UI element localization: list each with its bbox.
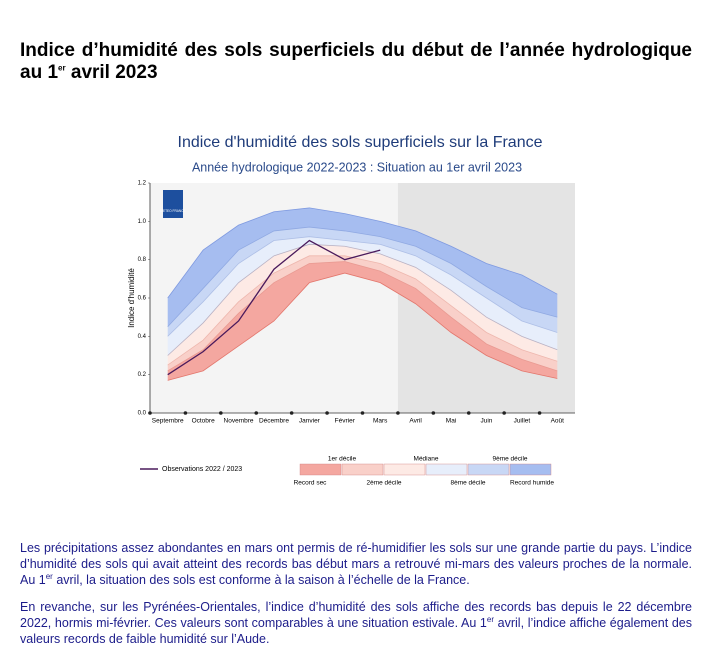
- month-dot: [325, 411, 329, 415]
- para-text: avril, l’indice affiche également des va…: [20, 616, 692, 646]
- x-tick-label: Janvier: [299, 418, 321, 425]
- decile-line: [167, 243, 558, 356]
- month-dot: [360, 411, 365, 415]
- x-tick-label: Mai: [446, 418, 456, 425]
- decile-line: [167, 236, 558, 337]
- band-fill: [167, 261, 558, 381]
- y-tick-label: 1.0: [138, 219, 147, 225]
- para-text: En revanche, sur les Pyrénées-Orientales…: [20, 600, 692, 630]
- x-tick-label: Septembre: [152, 418, 184, 425]
- legend-label: 8ème décile: [450, 480, 485, 487]
- y-tick-label: 0.6: [138, 296, 147, 302]
- paragraph: En revanche, sur les Pyrénées-Orientales…: [20, 599, 692, 647]
- x-tick-label: Février: [335, 418, 356, 425]
- decile-line: [167, 226, 558, 328]
- y-tick-label: 0.2: [138, 372, 147, 378]
- legend-label: 2ème décile: [366, 480, 401, 487]
- legend-label: 9ème décile: [492, 456, 527, 463]
- logo-box: [163, 190, 183, 218]
- decile-line: [167, 255, 558, 366]
- y-tick-label: 0.0: [138, 411, 147, 417]
- band-fill: [167, 255, 558, 371]
- x-tick-label: Octobre: [192, 418, 216, 425]
- legend-label: Observations 2022 / 2023: [162, 466, 242, 473]
- month-dot: [219, 411, 223, 415]
- band-fill: [167, 236, 558, 356]
- decile-line: [167, 207, 558, 299]
- month-dot: [431, 411, 436, 415]
- month-dot: [396, 411, 400, 415]
- legend-swatch: [383, 463, 426, 476]
- x-tick-label: Juin: [480, 418, 492, 425]
- title-text: Indice d’humidité des sols superficiels …: [20, 40, 692, 83]
- decile-line: [167, 261, 558, 372]
- y-tick-label: 0.4: [138, 334, 147, 340]
- y-axis-label: Indice d'humidité: [127, 268, 136, 328]
- month-dot: [148, 411, 152, 415]
- legend-label: Médiane: [414, 456, 439, 463]
- x-tick-label: Mars: [373, 418, 388, 425]
- legend-label: Record humide: [510, 480, 554, 487]
- chart-subtitle: Année hydrologique 2022-2023 : Situation…: [192, 160, 522, 174]
- legend-swatch: [509, 463, 552, 476]
- observation-line: [167, 239, 381, 376]
- month-dot: [502, 411, 506, 415]
- doc-title: Indice d’humidité des sols superficiels …: [20, 40, 692, 84]
- decile-line: [167, 272, 558, 381]
- month-dot: [183, 411, 188, 415]
- legend-swatch: [341, 463, 384, 476]
- para-sup: er: [45, 571, 53, 581]
- para-text: Les précipitations assez abondantes en m…: [20, 541, 692, 587]
- para-sup: er: [486, 614, 495, 624]
- x-tick-label: Août: [551, 418, 565, 425]
- legend-label: 1er décile: [328, 456, 357, 463]
- legend-swatch: [425, 463, 468, 476]
- chart-title: Indice d'humidité des sols superficiels …: [178, 134, 543, 151]
- logo-text: METEO FRANCE: [160, 209, 185, 213]
- x-tick-label: Décembre: [259, 418, 289, 425]
- month-dot: [289, 411, 294, 415]
- x-tick-label: Avril: [409, 418, 422, 425]
- band-fill: [167, 244, 558, 366]
- month-dot: [466, 411, 471, 415]
- para-text: avril, la situation des sols est conform…: [52, 573, 470, 587]
- x-tick-label: Novembre: [224, 418, 254, 425]
- legend-swatch: [299, 463, 342, 476]
- legend-label: Record sec: [294, 480, 328, 487]
- x-tick-label: Juillet: [514, 418, 531, 425]
- title-text: avril 2023: [65, 62, 158, 83]
- month-dot: [254, 411, 259, 415]
- paragraph: Les précipitations assez abondantes en m…: [20, 540, 692, 588]
- legend-swatch: [467, 463, 510, 476]
- chart: Indice d'humidité des sols superficiels …: [127, 134, 575, 487]
- y-tick-label: 1.2: [138, 181, 147, 187]
- y-tick-label: 0.8: [138, 257, 147, 263]
- month-dot: [537, 411, 542, 415]
- band-fill: [167, 207, 558, 327]
- title-sup: er: [58, 63, 66, 73]
